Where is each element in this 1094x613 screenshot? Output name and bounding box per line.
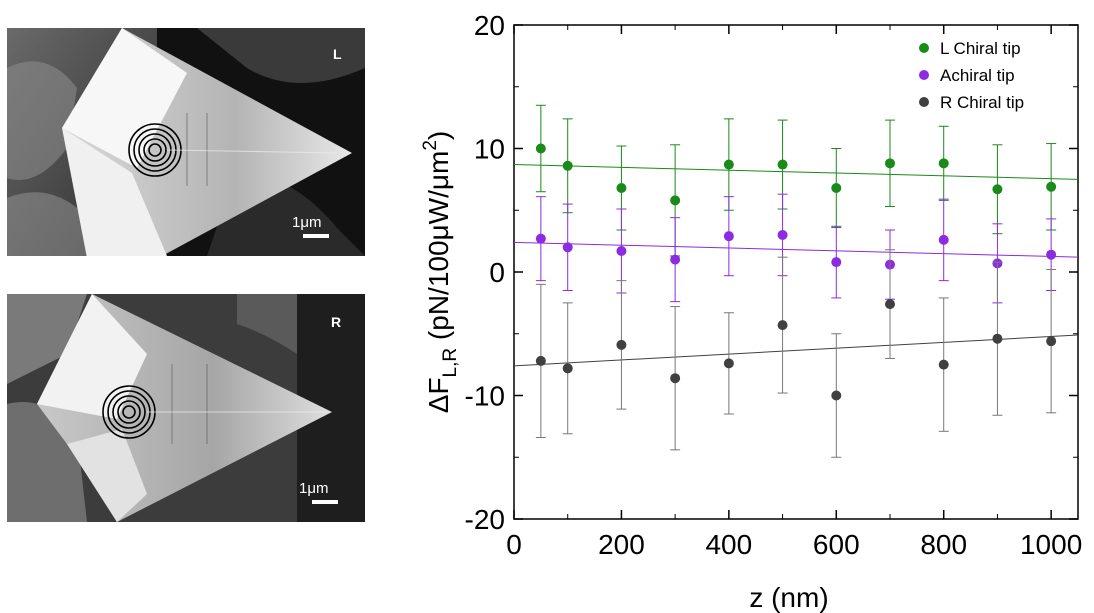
data-point: [938, 158, 949, 169]
sem-image-right-tip: R 1μm: [7, 294, 365, 522]
scale-bar: [303, 234, 329, 238]
data-point: [777, 320, 788, 331]
x-tick-label: 0: [506, 529, 522, 560]
data-point: [616, 246, 627, 257]
x-tick-label: 600: [813, 529, 860, 560]
data-point: [992, 333, 1003, 344]
data-point: [616, 339, 627, 350]
data-point: [831, 183, 842, 194]
fit-lines: [513, 164, 1079, 367]
data-point: [616, 183, 627, 194]
data-point: [535, 143, 546, 154]
data-point: [831, 390, 842, 401]
data-point: [723, 358, 734, 369]
fit-line: [513, 241, 1079, 258]
data-point: [723, 159, 734, 170]
data-point: [777, 159, 788, 170]
y-tick-label: -20: [465, 504, 505, 535]
series-2: [535, 193, 1057, 304]
x-tick-label: 1000: [1020, 529, 1082, 560]
data-point: [535, 355, 546, 366]
y-axis-label: ΔFL,R (pN/100μW/μm2): [420, 131, 461, 414]
data-point: [938, 359, 949, 370]
x-axis-label: z (nm): [749, 582, 828, 613]
image-label: L: [333, 46, 342, 62]
data-point: [562, 363, 573, 374]
data-point: [562, 160, 573, 171]
data-point: [831, 257, 842, 268]
legend-marker: [919, 43, 929, 53]
data-point: [1046, 181, 1057, 192]
data-point: [885, 158, 895, 169]
data-point: [992, 184, 1003, 195]
data-point: [670, 195, 681, 206]
data-point: [670, 254, 681, 265]
data-point: [938, 234, 949, 245]
data-point: [885, 299, 895, 310]
y-tick-label: 20: [474, 10, 505, 41]
fit-line: [513, 164, 1079, 180]
x-tick-label: 200: [598, 529, 645, 560]
data-points: [535, 104, 1057, 458]
data-point: [670, 373, 681, 384]
series-3: [535, 249, 1057, 458]
data-point: [1046, 249, 1057, 260]
scale-bar: [312, 500, 338, 504]
scale-label: 1μm: [292, 214, 321, 231]
y-tick-label: -10: [465, 381, 505, 412]
legend-label: Achiral tip: [940, 66, 1015, 85]
data-point: [562, 242, 573, 253]
x-tick-label: 800: [920, 529, 967, 560]
legend-marker: [919, 97, 929, 107]
fit-line: [513, 334, 1079, 367]
chart-axes: 0 200 400 600 800 1000 -20 -10 0 10 20: [465, 10, 1083, 560]
chart-legend: L Chiral tip Achiral tip R Chiral tip: [919, 39, 1024, 112]
sem-image-left-tip: L 1μm: [7, 28, 365, 256]
legend-marker: [919, 70, 929, 80]
data-point: [535, 233, 546, 244]
x-tick-label: 400: [705, 529, 752, 560]
data-point: [723, 231, 734, 242]
y-tick-label: 10: [474, 134, 505, 165]
scale-label: 1μm: [299, 480, 328, 497]
legend-label: R Chiral tip: [940, 93, 1024, 112]
image-label: R: [331, 314, 341, 330]
data-point: [1046, 336, 1057, 347]
legend-label: L Chiral tip: [940, 39, 1021, 58]
data-point: [777, 229, 788, 240]
y-tick-label: 0: [489, 257, 505, 288]
series-1: [535, 104, 1057, 257]
